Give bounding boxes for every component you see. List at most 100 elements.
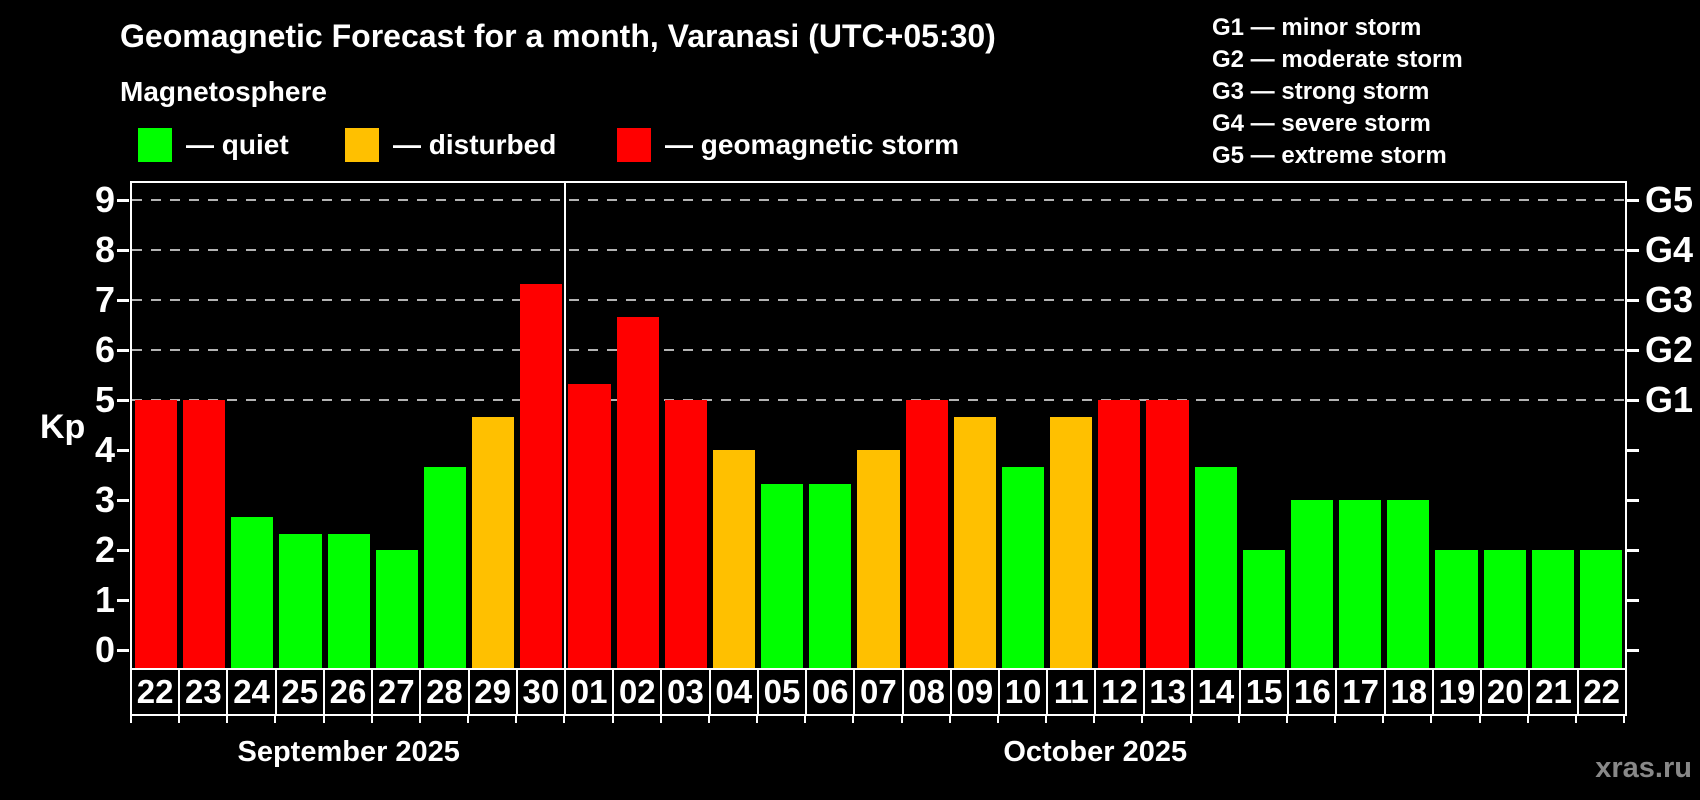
day-boundary-tick xyxy=(178,716,181,723)
y-tick-right xyxy=(1627,199,1639,202)
kp-bar-day-22 xyxy=(135,400,178,668)
color-legend: — quiet — disturbed — geomagnetic storm xyxy=(120,120,1020,170)
legend-swatch-storm xyxy=(617,128,651,162)
day-boundary-tick xyxy=(274,716,277,723)
kp-bar-day-15 xyxy=(1242,550,1285,668)
right-axis-label-G4: G4 xyxy=(1645,229,1694,270)
y-tick-left xyxy=(117,349,129,352)
day-label: 23 xyxy=(178,670,226,714)
day-boundary-tick xyxy=(900,716,903,723)
month-label: October 2025 xyxy=(1003,736,1188,768)
kp-bar-day-21 xyxy=(1531,550,1574,668)
day-label: 18 xyxy=(1383,670,1432,714)
day-boundary-tick xyxy=(852,716,855,723)
y-tick-left xyxy=(117,399,129,402)
day-boundary-tick xyxy=(1623,716,1625,723)
day-label: 07 xyxy=(853,670,901,714)
day-label: 27 xyxy=(371,670,419,714)
kp-bar-day-22 xyxy=(1579,550,1622,668)
day-boundary-tick xyxy=(1526,716,1529,723)
day-boundary-tick xyxy=(804,716,807,723)
month-separator xyxy=(564,183,567,668)
day-label: 09 xyxy=(949,670,998,714)
day-label: 04 xyxy=(708,670,757,714)
day-label: 16 xyxy=(1287,670,1335,714)
day-boundary-tick xyxy=(996,716,999,723)
day-boundary-tick xyxy=(1285,716,1288,723)
day-boundary-tick xyxy=(418,716,421,723)
kp-bar-day-14 xyxy=(1194,466,1237,668)
y-tick-label-3: 3 xyxy=(94,479,115,520)
kp-bar-day-02 xyxy=(616,316,659,668)
kp-bar-day-08 xyxy=(905,400,948,668)
day-boundary-tick xyxy=(1189,716,1192,723)
chart-subtitle: Magnetosphere xyxy=(120,76,327,107)
kp-bar-day-10 xyxy=(1001,466,1045,668)
day-label: 30 xyxy=(515,670,564,714)
kp-bar-day-05 xyxy=(761,483,804,668)
y-tick-label-9: 9 xyxy=(94,179,115,220)
g-scale-legend-line: G4 — severe storm xyxy=(1212,110,1431,137)
day-boundary-tick xyxy=(1430,716,1433,723)
legend-item-label: — quiet xyxy=(186,129,289,160)
kp-bar-day-25 xyxy=(279,533,322,668)
kp-bar-day-28 xyxy=(423,466,467,668)
kp-bar-day-19 xyxy=(1435,550,1478,668)
y-tick-right xyxy=(1627,599,1639,602)
y-tick-label-0: 0 xyxy=(94,629,115,670)
day-boundary-tick xyxy=(130,716,132,723)
kp-bar-day-13 xyxy=(1146,400,1189,668)
kp-bar-day-06 xyxy=(809,483,852,668)
day-boundary-tick xyxy=(1334,716,1337,723)
day-label: 22 xyxy=(1576,670,1625,714)
y-tick-label-4: 4 xyxy=(94,429,115,470)
kp-bar-day-18 xyxy=(1387,500,1430,668)
day-label: 03 xyxy=(660,670,708,714)
day-boundary-tick xyxy=(370,716,373,723)
y-tick-left xyxy=(117,449,129,452)
day-label: 02 xyxy=(612,670,660,714)
day-boundary-tick xyxy=(611,716,614,723)
g-scale-legend-line: G2 — moderate storm xyxy=(1212,46,1463,73)
kp-bar-day-16 xyxy=(1290,500,1334,668)
g-scale-legend-line: G1 — minor storm xyxy=(1212,14,1422,41)
day-label: 20 xyxy=(1480,670,1528,714)
y-tick-right xyxy=(1627,299,1639,302)
kp-bar-day-01 xyxy=(568,383,611,668)
y-tick-right xyxy=(1627,649,1639,652)
day-label: 21 xyxy=(1528,670,1576,714)
month-label: September 2025 xyxy=(237,736,460,768)
day-label: 11 xyxy=(1046,670,1094,714)
y-tick-right xyxy=(1627,549,1639,552)
y-tick-right xyxy=(1627,349,1639,352)
legend-swatch-quiet xyxy=(138,128,172,162)
day-boundary-tick xyxy=(1382,716,1385,723)
day-boundary-tick xyxy=(1141,716,1144,723)
day-boundary-tick xyxy=(948,716,951,723)
kp-bar-day-26 xyxy=(327,533,370,668)
day-boundary-tick xyxy=(322,716,325,723)
x-axis-day-labels: 22 23 24 25 26 27 28 29 30 01 02 03 04 05 06 07 08 09 10 11… xyxy=(130,668,1627,716)
y-tick-left xyxy=(117,549,129,552)
day-label: 05 xyxy=(756,670,805,714)
kp-bar-day-04 xyxy=(712,450,756,668)
day-boundary-tick xyxy=(707,716,710,723)
day-boundary-tick xyxy=(1478,716,1481,723)
legend-swatch-disturbed xyxy=(345,128,379,162)
day-label: 12 xyxy=(1094,670,1142,714)
y-tick-right xyxy=(1627,399,1639,402)
right-axis-label-G5: G5 xyxy=(1645,179,1694,220)
y-tick-left xyxy=(117,199,129,202)
kp-bar-day-23 xyxy=(183,400,226,668)
kp-bar-day-27 xyxy=(375,550,418,668)
day-label: 06 xyxy=(805,670,853,714)
day-label: 01 xyxy=(563,670,612,714)
day-label: 17 xyxy=(1335,670,1383,714)
right-axis-label-G2: G2 xyxy=(1645,329,1694,370)
y-tick-left xyxy=(117,649,129,652)
y-tick-label-7: 7 xyxy=(94,279,115,320)
day-boundary-tick xyxy=(226,716,229,723)
watermark: xras.ru xyxy=(1595,752,1692,784)
day-label: 25 xyxy=(274,670,323,714)
